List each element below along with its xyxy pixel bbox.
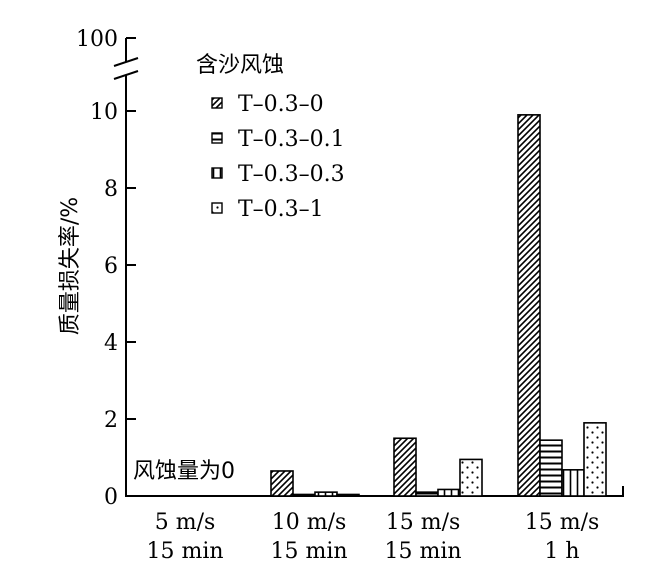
y-axis-label: 质量损失率/% [58, 197, 83, 335]
bar [437, 488, 461, 497]
y-tick-label: 6 [104, 254, 118, 279]
zero-erosion-annotation: 风蚀量为0 [133, 459, 235, 484]
y-tick-label: 8 [104, 177, 118, 202]
legend-label: T–0.3–1 [238, 197, 324, 222]
x-tick-label: 15 m/s [525, 510, 600, 535]
y-tick-label: 2 [104, 408, 118, 433]
bar [336, 493, 360, 497]
bar [415, 491, 439, 497]
x-tick-label: 15 min [270, 539, 347, 564]
x-tick-label: 15 min [146, 539, 223, 564]
x-tick-label: 15 min [384, 539, 461, 564]
bar [270, 470, 294, 497]
x-tick-label: 10 m/s [272, 510, 347, 535]
y-axis-break-mark-2 [113, 70, 139, 80]
y-tick-label: 0 [104, 485, 118, 510]
x-tick-label: 5 m/s [155, 510, 216, 535]
y-break-label: 100 [76, 27, 118, 52]
y-tick-label: 4 [104, 331, 118, 356]
y-tick-label: 10 [90, 100, 118, 125]
x-tick-label: 15 m/s [386, 510, 461, 535]
x-category-labels: 5 m/s 15 min 10 m/s 15 min 15 m/s 15 min 15 m/… [146, 510, 599, 564]
y-axis-break-mark-1 [113, 57, 139, 67]
bars [270, 114, 607, 497]
bar [459, 458, 483, 497]
legend-label: T–0.3–0 [238, 92, 324, 117]
legend-swatch [211, 132, 223, 144]
x-tick-label: 1 h [544, 539, 579, 564]
legend-swatch [211, 167, 223, 179]
bar [539, 439, 563, 497]
axes [113, 37, 624, 497]
bar [517, 114, 541, 497]
y-ticks: 0 2 4 6 8 10 [90, 100, 136, 510]
legend-swatch [211, 97, 223, 109]
bar [292, 493, 316, 497]
legend-label: T–0.3–0.1 [238, 127, 345, 152]
bar [314, 491, 338, 497]
legend-swatch [211, 202, 223, 214]
legend-title: 含沙风蚀 [196, 53, 284, 78]
legend: 含沙风蚀 T–0.3–0 T–0.3–0.1 T–0.3–0.3 T–0.3–1 [196, 53, 345, 222]
legend-label: T–0.3–0.3 [238, 162, 345, 187]
bar [583, 422, 607, 497]
bar [561, 469, 585, 497]
bar [393, 437, 417, 497]
